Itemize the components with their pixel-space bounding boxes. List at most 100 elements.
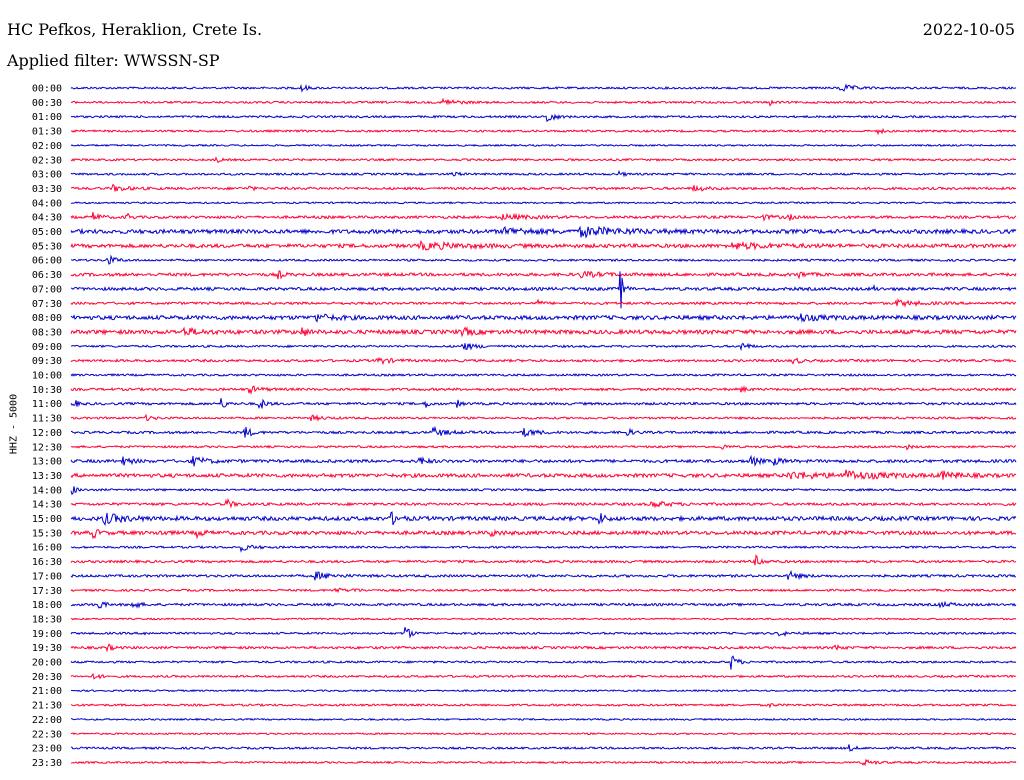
time-label: 19:30 bbox=[32, 643, 62, 654]
trace-line bbox=[70, 83, 1017, 93]
trace-line bbox=[70, 570, 1017, 581]
trace-line bbox=[70, 732, 1017, 736]
time-label: 16:30 bbox=[32, 557, 62, 568]
trace-line bbox=[70, 643, 1017, 653]
time-label: 00:00 bbox=[32, 84, 62, 95]
time-label: 08:30 bbox=[32, 327, 62, 338]
trace-line bbox=[70, 717, 1016, 722]
trace-line bbox=[70, 239, 1017, 251]
time-label: 17:30 bbox=[32, 586, 62, 597]
time-label: 10:00 bbox=[32, 371, 62, 382]
time-label: 23:30 bbox=[32, 758, 62, 769]
trace-line bbox=[70, 356, 1017, 366]
trace-line bbox=[71, 201, 1017, 205]
time-label: 07:30 bbox=[32, 299, 62, 310]
time-label: 05:30 bbox=[32, 241, 62, 252]
time-label: 04:00 bbox=[32, 198, 62, 209]
trace-line bbox=[70, 627, 1017, 639]
time-label: 12:00 bbox=[32, 428, 62, 439]
trace-line bbox=[70, 469, 1017, 480]
trace-line bbox=[70, 97, 1017, 107]
time-label: 13:30 bbox=[32, 471, 62, 482]
trace-line bbox=[70, 169, 1017, 178]
time-label: 11:00 bbox=[32, 399, 62, 410]
time-label: 01:00 bbox=[32, 112, 62, 123]
trace-line bbox=[70, 702, 1017, 709]
trace-line bbox=[70, 298, 1017, 308]
time-label: 18:00 bbox=[32, 600, 62, 611]
trace-line bbox=[70, 443, 1017, 451]
time-label: 18:30 bbox=[32, 614, 62, 625]
time-label: 03:30 bbox=[32, 184, 62, 195]
trace-line bbox=[70, 156, 1017, 164]
trace-line bbox=[70, 127, 1017, 136]
trace-line bbox=[70, 326, 1017, 338]
time-label: 09:00 bbox=[32, 342, 62, 353]
trace-line bbox=[70, 587, 1017, 594]
time-label: 21:30 bbox=[32, 701, 62, 712]
time-label: 06:30 bbox=[32, 270, 62, 281]
time-label: 03:00 bbox=[32, 170, 62, 181]
trace-line bbox=[70, 672, 1017, 680]
time-label: 11:30 bbox=[32, 414, 62, 425]
time-label: 12:30 bbox=[32, 442, 62, 453]
time-label: 22:00 bbox=[32, 715, 62, 726]
trace-line bbox=[70, 554, 1017, 566]
trace-line bbox=[70, 617, 1017, 621]
trace-line bbox=[70, 744, 1017, 752]
date-label: 2022-10-05 bbox=[922, 20, 1015, 39]
time-label: 08:00 bbox=[32, 313, 62, 324]
trace-line bbox=[70, 113, 1017, 123]
time-label: 20:00 bbox=[32, 658, 62, 669]
trace-line bbox=[70, 143, 1017, 148]
trace-line bbox=[70, 544, 1017, 553]
trace-line bbox=[70, 212, 1017, 222]
time-label: 05:00 bbox=[32, 227, 62, 238]
trace-line bbox=[70, 600, 1017, 609]
trace-line bbox=[70, 486, 1017, 496]
trace-line bbox=[70, 385, 1017, 396]
filter-label: Applied filter: WWSSN-SP bbox=[7, 51, 220, 70]
trace-line bbox=[70, 183, 1017, 193]
time-label: 23:00 bbox=[32, 744, 62, 755]
trace-line bbox=[70, 225, 1017, 239]
time-label: 14:30 bbox=[32, 500, 62, 511]
time-label: 15:00 bbox=[32, 514, 62, 525]
trace-line bbox=[70, 271, 1017, 309]
time-label: 14:00 bbox=[32, 485, 62, 496]
time-label: 17:00 bbox=[32, 571, 62, 582]
time-label: 15:30 bbox=[32, 528, 62, 539]
time-label: 00:30 bbox=[32, 98, 62, 109]
time-label: 21:00 bbox=[32, 686, 62, 697]
station-title: HC Pefkos, Heraklion, Crete Is. bbox=[7, 20, 263, 39]
time-label: 06:00 bbox=[32, 256, 62, 267]
time-label: 22:30 bbox=[32, 729, 62, 740]
trace-line bbox=[70, 497, 1017, 509]
trace-line bbox=[70, 655, 1017, 670]
time-label: 07:00 bbox=[32, 284, 62, 295]
trace-line bbox=[70, 398, 1017, 410]
trace-line bbox=[70, 758, 1017, 767]
time-label: 02:30 bbox=[32, 155, 62, 166]
trace-line bbox=[70, 528, 1017, 540]
trace-line bbox=[70, 689, 1017, 693]
trace-line bbox=[70, 425, 1017, 438]
trace-line bbox=[70, 454, 1017, 467]
trace-line bbox=[70, 270, 1017, 280]
trace-line bbox=[70, 511, 1017, 526]
time-label: 04:30 bbox=[32, 213, 62, 224]
time-label: 09:30 bbox=[32, 356, 62, 367]
time-label: 19:00 bbox=[32, 629, 62, 640]
time-label: 20:30 bbox=[32, 672, 62, 683]
trace-line bbox=[70, 413, 1017, 422]
time-label: 01:30 bbox=[32, 127, 62, 138]
time-label: 10:30 bbox=[32, 385, 62, 396]
trace-line bbox=[70, 254, 1017, 265]
trace-line bbox=[70, 373, 1017, 377]
trace-line bbox=[70, 313, 1017, 323]
time-label: 13:00 bbox=[32, 457, 62, 468]
trace-line bbox=[70, 342, 1017, 352]
time-label: 16:00 bbox=[32, 543, 62, 554]
time-label: 02:00 bbox=[32, 141, 62, 152]
